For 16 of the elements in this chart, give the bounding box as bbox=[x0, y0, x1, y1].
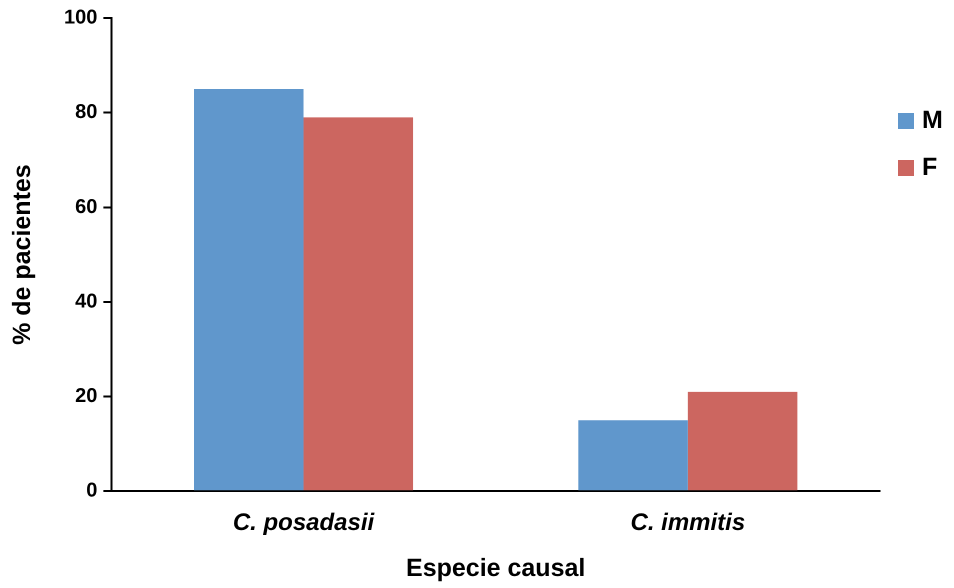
y-tick-label: 40 bbox=[75, 290, 98, 312]
y-axis-title: % de pacientes bbox=[8, 164, 36, 345]
bar bbox=[578, 420, 688, 490]
legend-label: F bbox=[922, 153, 938, 182]
bar bbox=[194, 88, 304, 490]
bar bbox=[304, 117, 414, 490]
bar bbox=[688, 392, 798, 490]
y-tick-label: 60 bbox=[75, 196, 98, 218]
x-tick-label: C. immitis bbox=[630, 509, 746, 536]
y-tick-label: 100 bbox=[64, 6, 98, 29]
x-tick-label: C. posadasii bbox=[232, 509, 376, 536]
x-axis-title: Especie causal bbox=[406, 554, 586, 582]
y-tick-label: 20 bbox=[75, 385, 98, 408]
y-tick-label: 0 bbox=[86, 480, 98, 502]
y-tick-label: 80 bbox=[75, 101, 98, 124]
legend-label: M bbox=[922, 106, 943, 135]
